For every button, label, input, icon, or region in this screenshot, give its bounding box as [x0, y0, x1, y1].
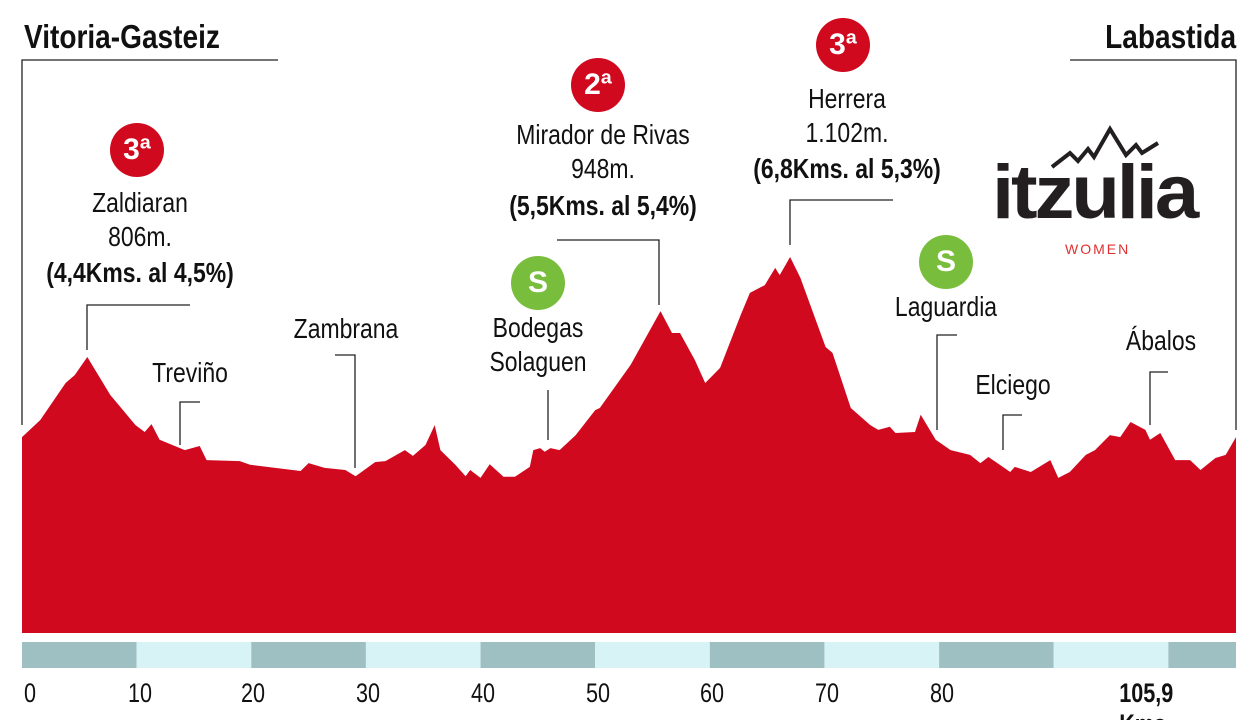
herrera-leader-line — [789, 199, 893, 245]
x-tick-label: 50 — [585, 678, 611, 708]
climb-altitude: 948m. — [571, 153, 635, 184]
sprint-name: Bodegas — [492, 312, 584, 343]
distance-band — [939, 642, 1054, 668]
elciego-leader-line — [1002, 414, 1022, 450]
laguardia-leader-line — [936, 334, 957, 430]
finish-town: Labastida — [1105, 18, 1236, 55]
distance-band — [709, 642, 825, 668]
x-tick-label: 80 — [929, 678, 955, 708]
x-tick-label: 70 — [814, 678, 840, 708]
abalos-leader-line — [1149, 371, 1168, 425]
mirador-leader-line — [557, 239, 660, 305]
distance-band — [1053, 642, 1169, 668]
climb-altitude: 1.102m. — [805, 117, 889, 148]
distance-band — [824, 642, 940, 668]
distance-bands — [22, 642, 1236, 668]
x-tick-label: 40 — [470, 678, 496, 708]
climb-name: Zaldiaran — [92, 187, 188, 218]
climb-altitude: 806m. — [108, 221, 172, 252]
x-tick-label: 20 — [240, 678, 266, 708]
town-label: Treviño — [152, 357, 228, 388]
sprint-name: Laguardia — [894, 291, 998, 322]
climb-detail: (4,4Kms. al 4,5%) — [46, 257, 234, 288]
climb-name: Mirador de Rivas — [516, 119, 690, 150]
distance-band — [595, 642, 710, 668]
trevino-leader-line — [179, 401, 200, 445]
x-tick-label: 0 — [23, 678, 37, 708]
distance-band — [251, 642, 366, 668]
climb-category-badge: 2ª — [571, 58, 625, 112]
x-tick-label: 10 — [127, 678, 153, 708]
distance-band — [136, 642, 252, 668]
sprint-badge: S — [511, 256, 565, 310]
logo-subtitle: WOMEN — [1065, 241, 1131, 257]
x-tick-label: 30 — [355, 678, 381, 708]
mountain-logo-icon — [1050, 125, 1160, 169]
sprint-badge: S — [919, 235, 973, 289]
distance-band — [22, 642, 137, 668]
town-label: Ábalos — [1125, 325, 1197, 356]
distance-band — [365, 642, 481, 668]
climb-category-badge: 3ª — [816, 18, 870, 72]
distance-band — [1168, 642, 1236, 668]
x-tick-label: 60 — [699, 678, 725, 708]
x-end-label: 105,9 Kms. — [1119, 678, 1174, 720]
distance-band — [480, 642, 596, 668]
climb-detail: (6,8Kms. al 5,3%) — [753, 153, 941, 184]
start-leader-line — [21, 59, 278, 425]
start-town: Vitoria-Gasteiz — [24, 18, 220, 55]
climb-name: Herrera — [808, 83, 886, 114]
climb-detail: (5,5Kms. al 5,4%) — [509, 190, 697, 221]
climb-category-badge: 3ª — [110, 123, 164, 177]
zaldiaran-leader-line — [86, 304, 190, 350]
itzulia-women-logo: itzulia WOMEN — [990, 125, 1205, 261]
town-label: Elciego — [975, 369, 1051, 400]
sprint-name: Solaguen — [489, 346, 587, 377]
finish-leader-line — [1070, 59, 1237, 430]
zambrana-leader-line — [335, 354, 356, 468]
logo-wordmark: itzulia — [992, 150, 1199, 235]
town-label: Zambrana — [293, 313, 399, 344]
elevation-profile-area — [22, 257, 1236, 633]
